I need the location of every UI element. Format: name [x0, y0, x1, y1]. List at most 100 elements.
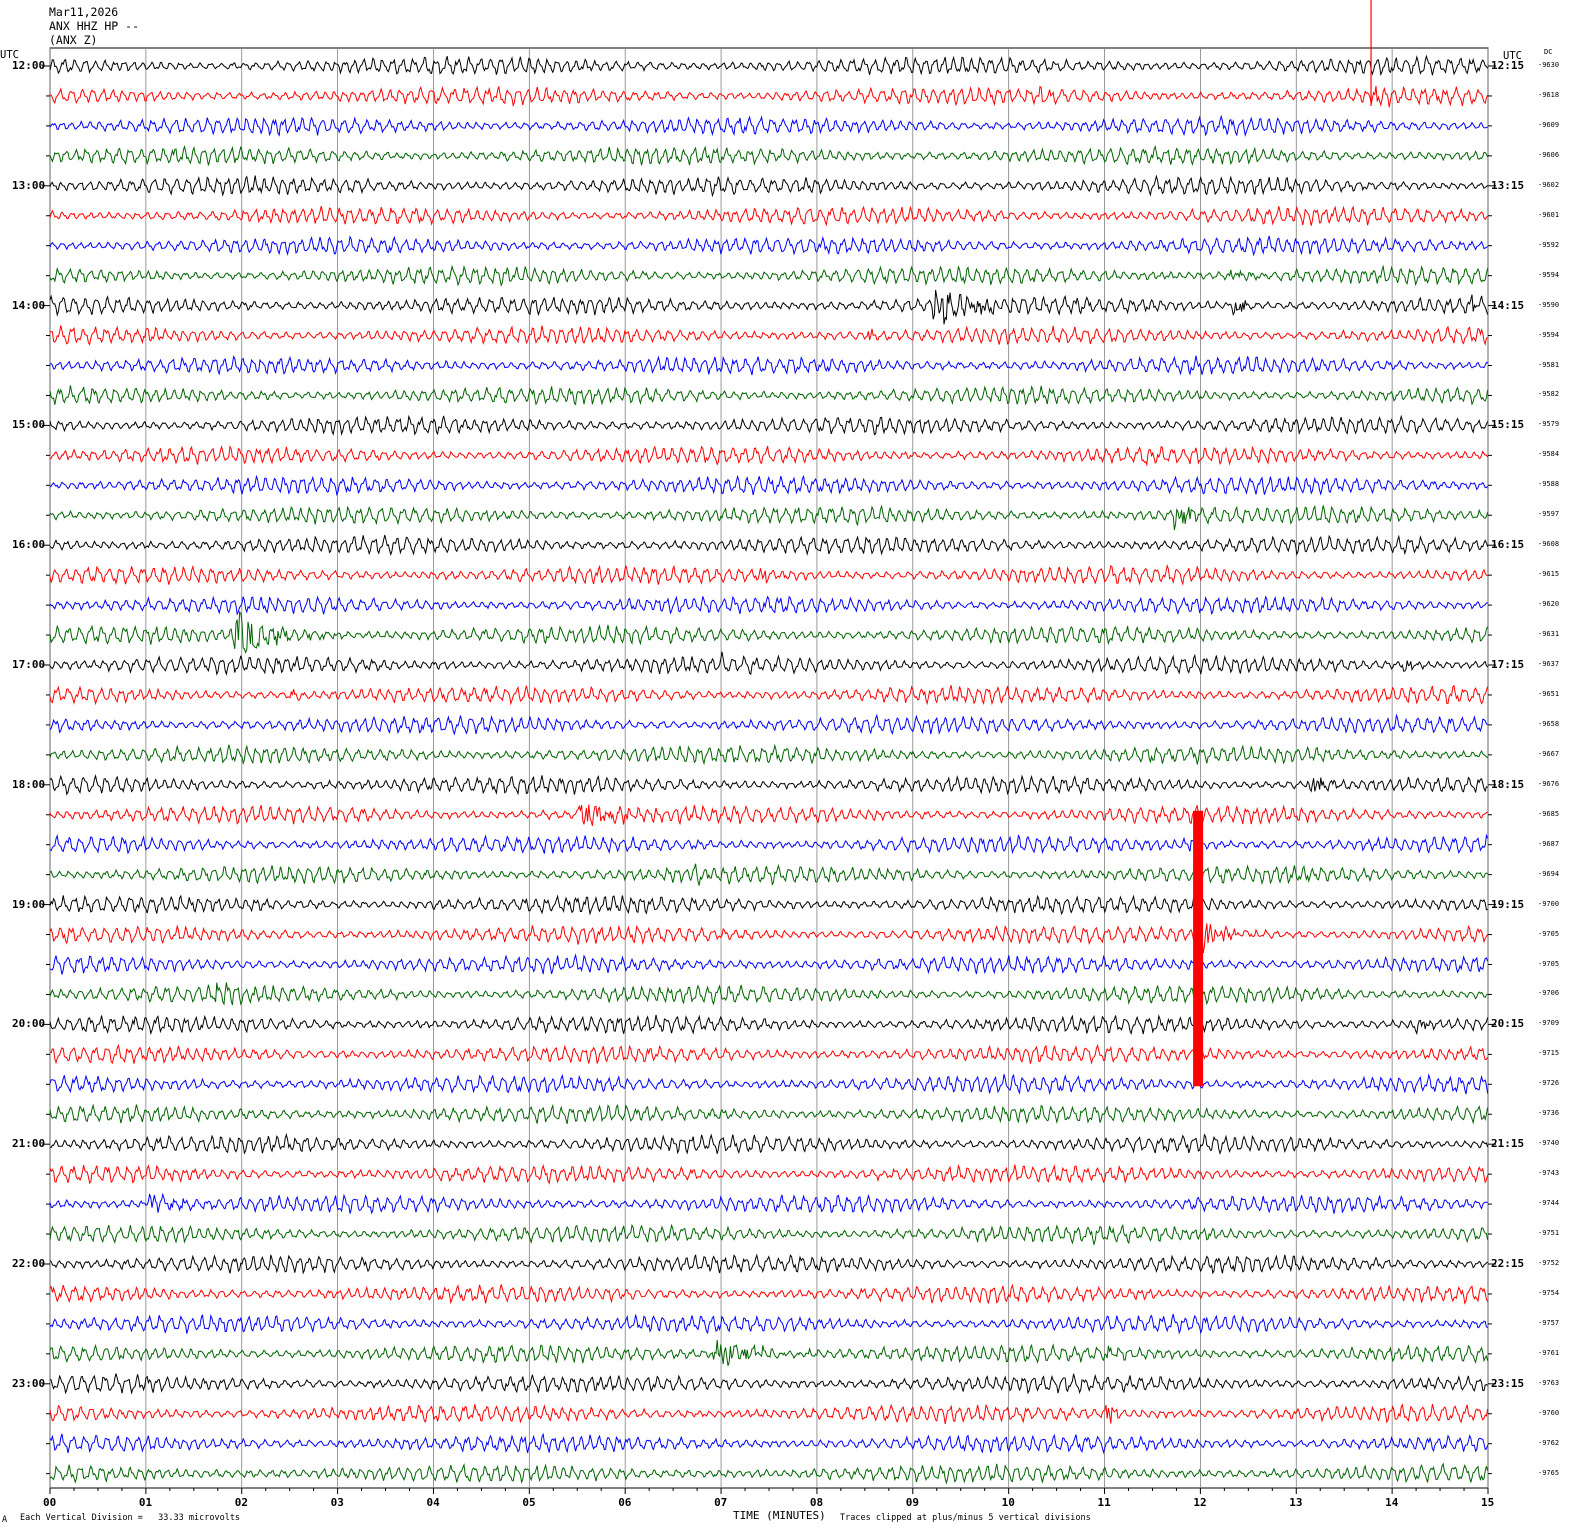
seismic-trace: [49, 289, 1489, 325]
right-hour-label: 17:15: [1491, 658, 1525, 671]
x-axis-title: TIME (MINUTES): [733, 1509, 826, 1522]
left-hour-label: 20:00: [12, 1017, 46, 1031]
seismic-trace: [49, 953, 1489, 975]
left-hour-label: 22:00: [12, 1257, 46, 1270]
dc-offset-label: -9694: [1538, 869, 1560, 878]
right-utc-label: UTC: [1503, 50, 1522, 62]
x-tick-label: 12: [1193, 1496, 1207, 1509]
dc-offset-label: -9706: [1538, 989, 1560, 998]
dc-offset-label: -9736: [1538, 1109, 1560, 1118]
x-tick-label: 15: [1481, 1496, 1495, 1509]
seismic-trace: [49, 174, 1488, 198]
seismic-trace: [49, 1462, 1489, 1485]
seismic-trace: [49, 1073, 1489, 1095]
left-hour-label: 16:00: [12, 538, 46, 552]
dc-offset-label: -9594: [1538, 270, 1560, 279]
x-tick-label: 09: [905, 1496, 920, 1509]
seismic-trace: [49, 1132, 1489, 1156]
dc-offset-label: -9700: [1538, 899, 1560, 908]
dc-offset-label: -9754: [1538, 1288, 1560, 1297]
seismic-trace: [49, 355, 1488, 376]
x-tick-label: 06: [618, 1496, 632, 1509]
seismic-trace: [49, 1373, 1488, 1395]
left-hour-label: 15:00: [12, 418, 46, 432]
dc-offset-label: -9687: [1538, 839, 1560, 848]
dc-offset-label: -9637: [1538, 660, 1560, 668]
dc-offset-label: -9760: [1538, 1408, 1560, 1417]
dc-offset-label: -9601: [1538, 210, 1560, 219]
x-tick-label: 11: [1097, 1496, 1111, 1509]
left-hour-label: 21:00: [12, 1137, 46, 1151]
corner-mark: A: [2, 1515, 8, 1525]
x-tick-label: 14: [1385, 1496, 1399, 1509]
dc-offset-label: -9762: [1538, 1438, 1560, 1447]
seismic-trace: [49, 445, 1489, 467]
right-hour-label: 23:15: [1491, 1376, 1525, 1390]
x-tick-label: 00: [43, 1496, 57, 1509]
right-hour-label: 15:15: [1491, 418, 1525, 432]
dc-offset-label: -9715: [1538, 1049, 1560, 1058]
scale-note: Each Vertical Division = 33.33 microvolt…: [20, 1513, 241, 1523]
dc-offset-label: -9582: [1538, 390, 1560, 399]
seismic-trace: [49, 863, 1488, 886]
seismic-trace: [49, 1043, 1489, 1065]
seismic-trace: [49, 563, 1488, 586]
seismic-trace: [49, 504, 1489, 530]
left-hour-label: 18:00: [12, 777, 46, 791]
seismic-trace: [49, 923, 1489, 954]
dc-offset-label: -9685: [1538, 809, 1560, 818]
seismic-trace: [49, 1253, 1488, 1275]
seismic-trace: [49, 325, 1488, 346]
seismic-trace: [49, 85, 1489, 108]
dc-offset-label: -9615: [1538, 570, 1560, 579]
x-tick-label: 13: [1289, 1496, 1303, 1509]
right-hour-label: 21:15: [1491, 1137, 1525, 1151]
dc-offset-label: -9743: [1538, 1169, 1560, 1178]
right-hour-label: 19:15: [1491, 897, 1525, 911]
x-tick-label: 10: [1001, 1496, 1015, 1509]
seismic-trace: [49, 651, 1488, 676]
seismic-trace: [49, 1192, 1488, 1215]
dc-offset-label: -9705: [1538, 959, 1560, 968]
x-tick-label: 04: [426, 1496, 440, 1509]
dc-offset-label: -9658: [1538, 719, 1560, 728]
component-label: (ANX Z): [49, 33, 98, 47]
right-hour-label: 12:15: [1491, 59, 1525, 72]
dc-offset-label: -9709: [1538, 1019, 1560, 1028]
left-hour-label: 23:00: [12, 1376, 46, 1390]
right-hour-label: 13:15: [1491, 178, 1525, 192]
seismic-trace: [49, 684, 1489, 706]
seismic-trace: [49, 713, 1488, 736]
seismic-trace: [49, 1403, 1489, 1424]
clip-note: Traces clipped at plus/minus 5 vertical …: [840, 1513, 1091, 1523]
dc-offset-label: -9751: [1538, 1229, 1560, 1238]
plot-date: Mar11,2026: [49, 5, 119, 19]
seismic-trace: [49, 264, 1489, 287]
seismic-trace: [49, 743, 1488, 766]
dc-offset-label: -9588: [1538, 480, 1560, 489]
dc-offset-label: -9590: [1538, 300, 1560, 309]
dc-offset-label: -9597: [1538, 510, 1560, 519]
dc-offset-label: -9744: [1538, 1199, 1560, 1208]
dc-offset-label: -9620: [1538, 600, 1560, 609]
x-tick-label: 03: [330, 1496, 344, 1509]
seismic-trace: [49, 414, 1489, 436]
dc-offset-label: -9651: [1538, 689, 1560, 698]
seismic-trace: [49, 114, 1488, 138]
left-hour-label: 12:00: [12, 59, 46, 72]
dc-offset-label: -9667: [1538, 749, 1560, 758]
dc-offset-label: -9761: [1538, 1348, 1560, 1357]
seismic-trace: [49, 894, 1488, 916]
left-hour-label: 19:00: [12, 897, 46, 911]
right-hour-label: 16:15: [1491, 538, 1525, 552]
large-event-burst: [1193, 810, 1204, 1087]
dc-offset-label: -9618: [1538, 90, 1560, 99]
dc-offset-label: -9740: [1538, 1139, 1560, 1148]
right-hour-label: 14:15: [1491, 298, 1525, 312]
x-tick-label: 05: [522, 1496, 536, 1509]
dc-offset-label: -9592: [1538, 240, 1560, 249]
dc-offset-label: -9581: [1538, 360, 1560, 369]
seismic-trace: [49, 610, 1489, 654]
seismic-trace: [49, 144, 1489, 167]
